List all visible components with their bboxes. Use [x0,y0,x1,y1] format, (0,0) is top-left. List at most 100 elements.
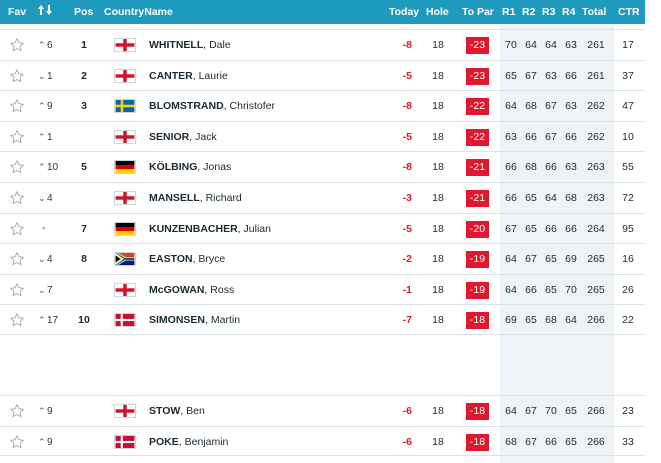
player-first-name: Bryce [198,253,226,266]
player-name[interactable]: STOW, Ben [149,405,205,417]
favorite-star-icon[interactable] [9,305,25,335]
to-par-badge: -21 [466,190,489,207]
player-name[interactable]: KUNZENBACHER, Julian [149,222,271,235]
position-movement: ⌃9 [38,427,53,457]
hole-value: 18 [432,192,444,204]
r2-column-header[interactable]: R2 [522,6,536,18]
r3-column-header[interactable]: R3 [542,6,556,18]
player-first-name: Laurie [198,69,228,82]
position-movement: ⌃17 [38,305,58,335]
to-par-badge: -18 [466,433,489,451]
player-surname: MANSELL [149,192,200,204]
england-flag-icon [114,191,136,205]
player-row[interactable]: ⌃1 SENIOR, Jack -5 18 -22 63 66 67 66 26… [0,120,645,152]
player-name[interactable]: KÖLBING, Jonas [149,161,232,174]
player-row[interactable]: ⌃9 POKE, Benjamin -6 18 -18 68 67 66 65 … [0,425,645,457]
arrow-up-icon: ⌃ [38,315,46,326]
total-column-header[interactable]: Total [582,6,607,18]
movement-value: 1 [47,70,53,82]
ctr-value: 10 [622,130,634,143]
total-score: 265 [587,283,605,296]
player-name[interactable]: SIMONSEN, Martin [149,314,241,327]
round-2-score: 65 [525,222,537,235]
round-2-score: 66 [525,130,537,143]
player-row[interactable]: ⌃6 1 WHITNELL, Dale -8 18 -23 70 64 64 6… [0,29,645,60]
today-score: -7 [402,314,412,327]
ctr-value: 26 [622,283,634,296]
ctr-value: 16 [622,253,634,266]
favorite-star-icon[interactable] [9,396,25,426]
total-score: 266 [587,314,605,327]
round-3-score: 66 [545,222,557,235]
denmark-flag-icon [114,313,136,328]
ctr-value: 17 [622,39,634,51]
player-surname: EASTON [149,253,193,266]
today-score: -8 [402,161,412,174]
fav-column-header[interactable]: Fav [8,6,27,18]
pos-column-header[interactable]: Pos [74,6,94,18]
germany-flag-icon [114,160,136,175]
to-par-badge: -21 [466,159,489,177]
player-first-name: Julian [243,222,271,235]
position-movement: ⌃9 [38,396,53,426]
favorite-star-icon[interactable] [9,152,25,182]
player-name[interactable]: BLOMSTRAND, Christofer [149,100,276,113]
to-par-column-header[interactable]: To Par [462,6,494,18]
player-row[interactable]: - 7 KUNZENBACHER, Julian -5 18 -20 67 65… [0,212,645,244]
player-name[interactable]: CANTER, Laurie [149,69,228,82]
ctr-value: 72 [622,192,634,204]
player-row[interactable]: ⌄7 McGOWAN, Ross -1 18 -19 64 66 65 70 2… [0,273,645,305]
hole-column-header[interactable]: Hole [426,6,449,18]
player-first-name: Benjamin [184,435,229,448]
country-name-column-header[interactable]: CountryName [104,6,173,18]
player-row[interactable]: ⌄1 2 CANTER, Laurie -5 18 -23 65 67 63 6… [0,59,645,91]
favorite-star-icon[interactable] [9,183,25,213]
favorite-star-icon[interactable] [9,275,25,305]
player-row[interactable]: ⌄4 MANSELL, Richard -3 18 -21 66 65 64 6… [0,182,645,213]
player-name[interactable]: POKE, Benjamin [149,435,229,448]
favorite-star-icon[interactable] [9,214,25,244]
player-name[interactable]: SENIOR, Jack [149,130,217,143]
movement-value: 9 [47,101,53,113]
arrow-down-icon: ⌄ [38,70,46,81]
favorite-star-icon[interactable] [9,427,25,457]
favorite-star-icon[interactable] [9,61,25,91]
player-row[interactable]: ⌃10 5 KÖLBING, Jonas -8 18 -21 66 68 66 … [0,151,645,182]
favorite-star-icon[interactable] [9,122,25,152]
player-row[interactable]: ⌄4 8 EASTON, Bryce -2 18 -19 64 67 65 69… [0,243,645,274]
favorite-star-icon[interactable] [9,30,25,60]
player-position: 3 [81,100,87,113]
to-par-badge: -18 [466,403,489,420]
player-name[interactable]: EASTON, Bryce [149,253,226,266]
player-name[interactable]: WHITNELL, Dale [149,39,231,51]
favorite-star-icon[interactable] [9,91,25,121]
position-movement: ⌃6 [38,30,53,60]
favorite-star-icon[interactable] [9,244,25,274]
player-surname: STOW [149,405,181,417]
ctr-value: 47 [622,100,634,113]
player-surname: POKE [149,435,179,448]
round-1-score: 64 [505,405,517,417]
player-position: 1 [81,39,87,51]
ctr-column-header[interactable]: CTR [618,6,640,18]
player-name[interactable]: MANSELL, Richard [149,192,242,204]
round-2-score: 66 [525,283,537,296]
round-1-score: 64 [505,100,517,113]
player-name[interactable]: McGOWAN, Ross [149,283,235,296]
south-africa-flag-icon [114,252,136,267]
ctr-value: 33 [622,435,634,448]
position-movement: ⌃1 [38,122,53,152]
round-3-score: 66 [545,435,557,448]
player-row[interactable]: ⌃9 STOW, Ben -6 18 -18 64 67 70 65 266 2… [0,395,645,426]
r4-column-header[interactable]: R4 [562,6,576,18]
sweden-flag-icon [114,99,136,114]
today-column-header[interactable]: Today [389,6,420,18]
r1-column-header[interactable]: R1 [502,6,516,18]
player-row[interactable]: ⌃9 3 BLOMSTRAND, Christofer -8 18 -22 64… [0,90,645,121]
round-1-score: 66 [505,161,517,174]
player-row[interactable]: ⌃17 10 SIMONSEN, Martin -7 18 -18 69 65 … [0,304,645,335]
sort-arrows-icon[interactable] [38,0,58,24]
hole-value: 18 [432,253,444,266]
round-4-score: 63 [565,100,577,113]
round-3-score: 65 [545,253,557,266]
